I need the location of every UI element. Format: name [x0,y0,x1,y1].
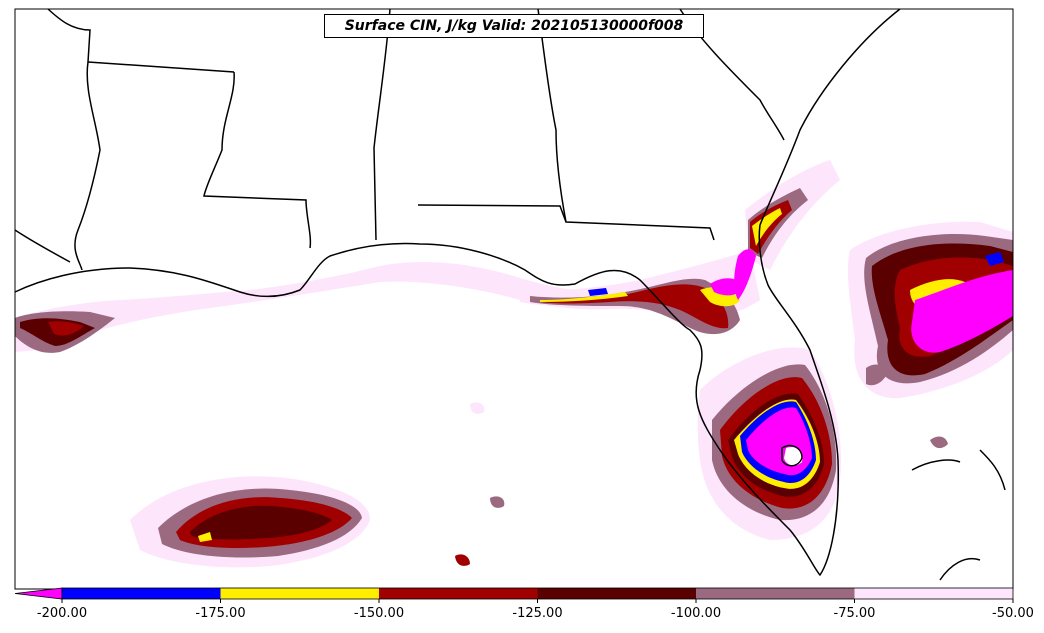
bahamas-outline [911,449,1006,581]
colorbar-tick-label-6: -50.00 [992,606,1034,621]
colorbar-segment-2 [379,588,538,599]
colorbar [14,587,1014,603]
colorbar-extend-min [14,587,63,600]
colorbar-tick-label-0: -200.00 [36,606,88,621]
lake-okeechobee [781,444,803,467]
colorbar-segment-4 [696,588,855,599]
colorbar-tick-label-3: -125.00 [512,606,563,621]
colorbar-segment-0 [62,588,221,599]
border-al-ga [537,8,567,223]
colorbar-segment-3 [537,588,696,599]
cin-mid-small [490,496,505,508]
map-title: Surface CIN, J/kg Valid: 202105130000f00… [324,14,704,38]
colorbar-tick-label-2: -150.00 [353,606,405,621]
gulf-coastline [14,8,901,577]
cin-atl-magenta [911,270,1013,353]
colorbar-tick-label-1: -175.00 [195,606,246,621]
cin-swg-small [455,554,470,566]
border-ar-west [14,229,71,263]
colorbar-segment-5 [854,588,1013,599]
colorbar-tick-label-5: -75.00 [833,606,876,621]
cin-east-small [930,436,948,449]
cin-sfl-white-hole [784,446,803,466]
colorbar-tick-label-4: -100.00 [670,606,722,621]
cin-shading [15,160,1013,568]
border-la-ms [87,61,235,73]
cin-mid-small2 [470,402,485,414]
cin-panhandle-red [540,284,729,329]
cin-atl-small [866,364,888,386]
cin-light-west-coast [15,262,650,352]
cin-atl-blue [985,252,1004,266]
border-la-ms-river [203,71,312,249]
cin-swg-yellow [198,532,212,542]
border-ar-la [47,8,101,271]
cin-ne-fl-magenta [734,249,756,300]
cin-red-west2 [48,321,84,336]
colorbar-segment-1 [220,588,379,599]
cin-panhandle-yellow [540,292,628,302]
cin-swg-darkred [190,505,332,540]
cin-panhandle-blue [588,288,608,296]
